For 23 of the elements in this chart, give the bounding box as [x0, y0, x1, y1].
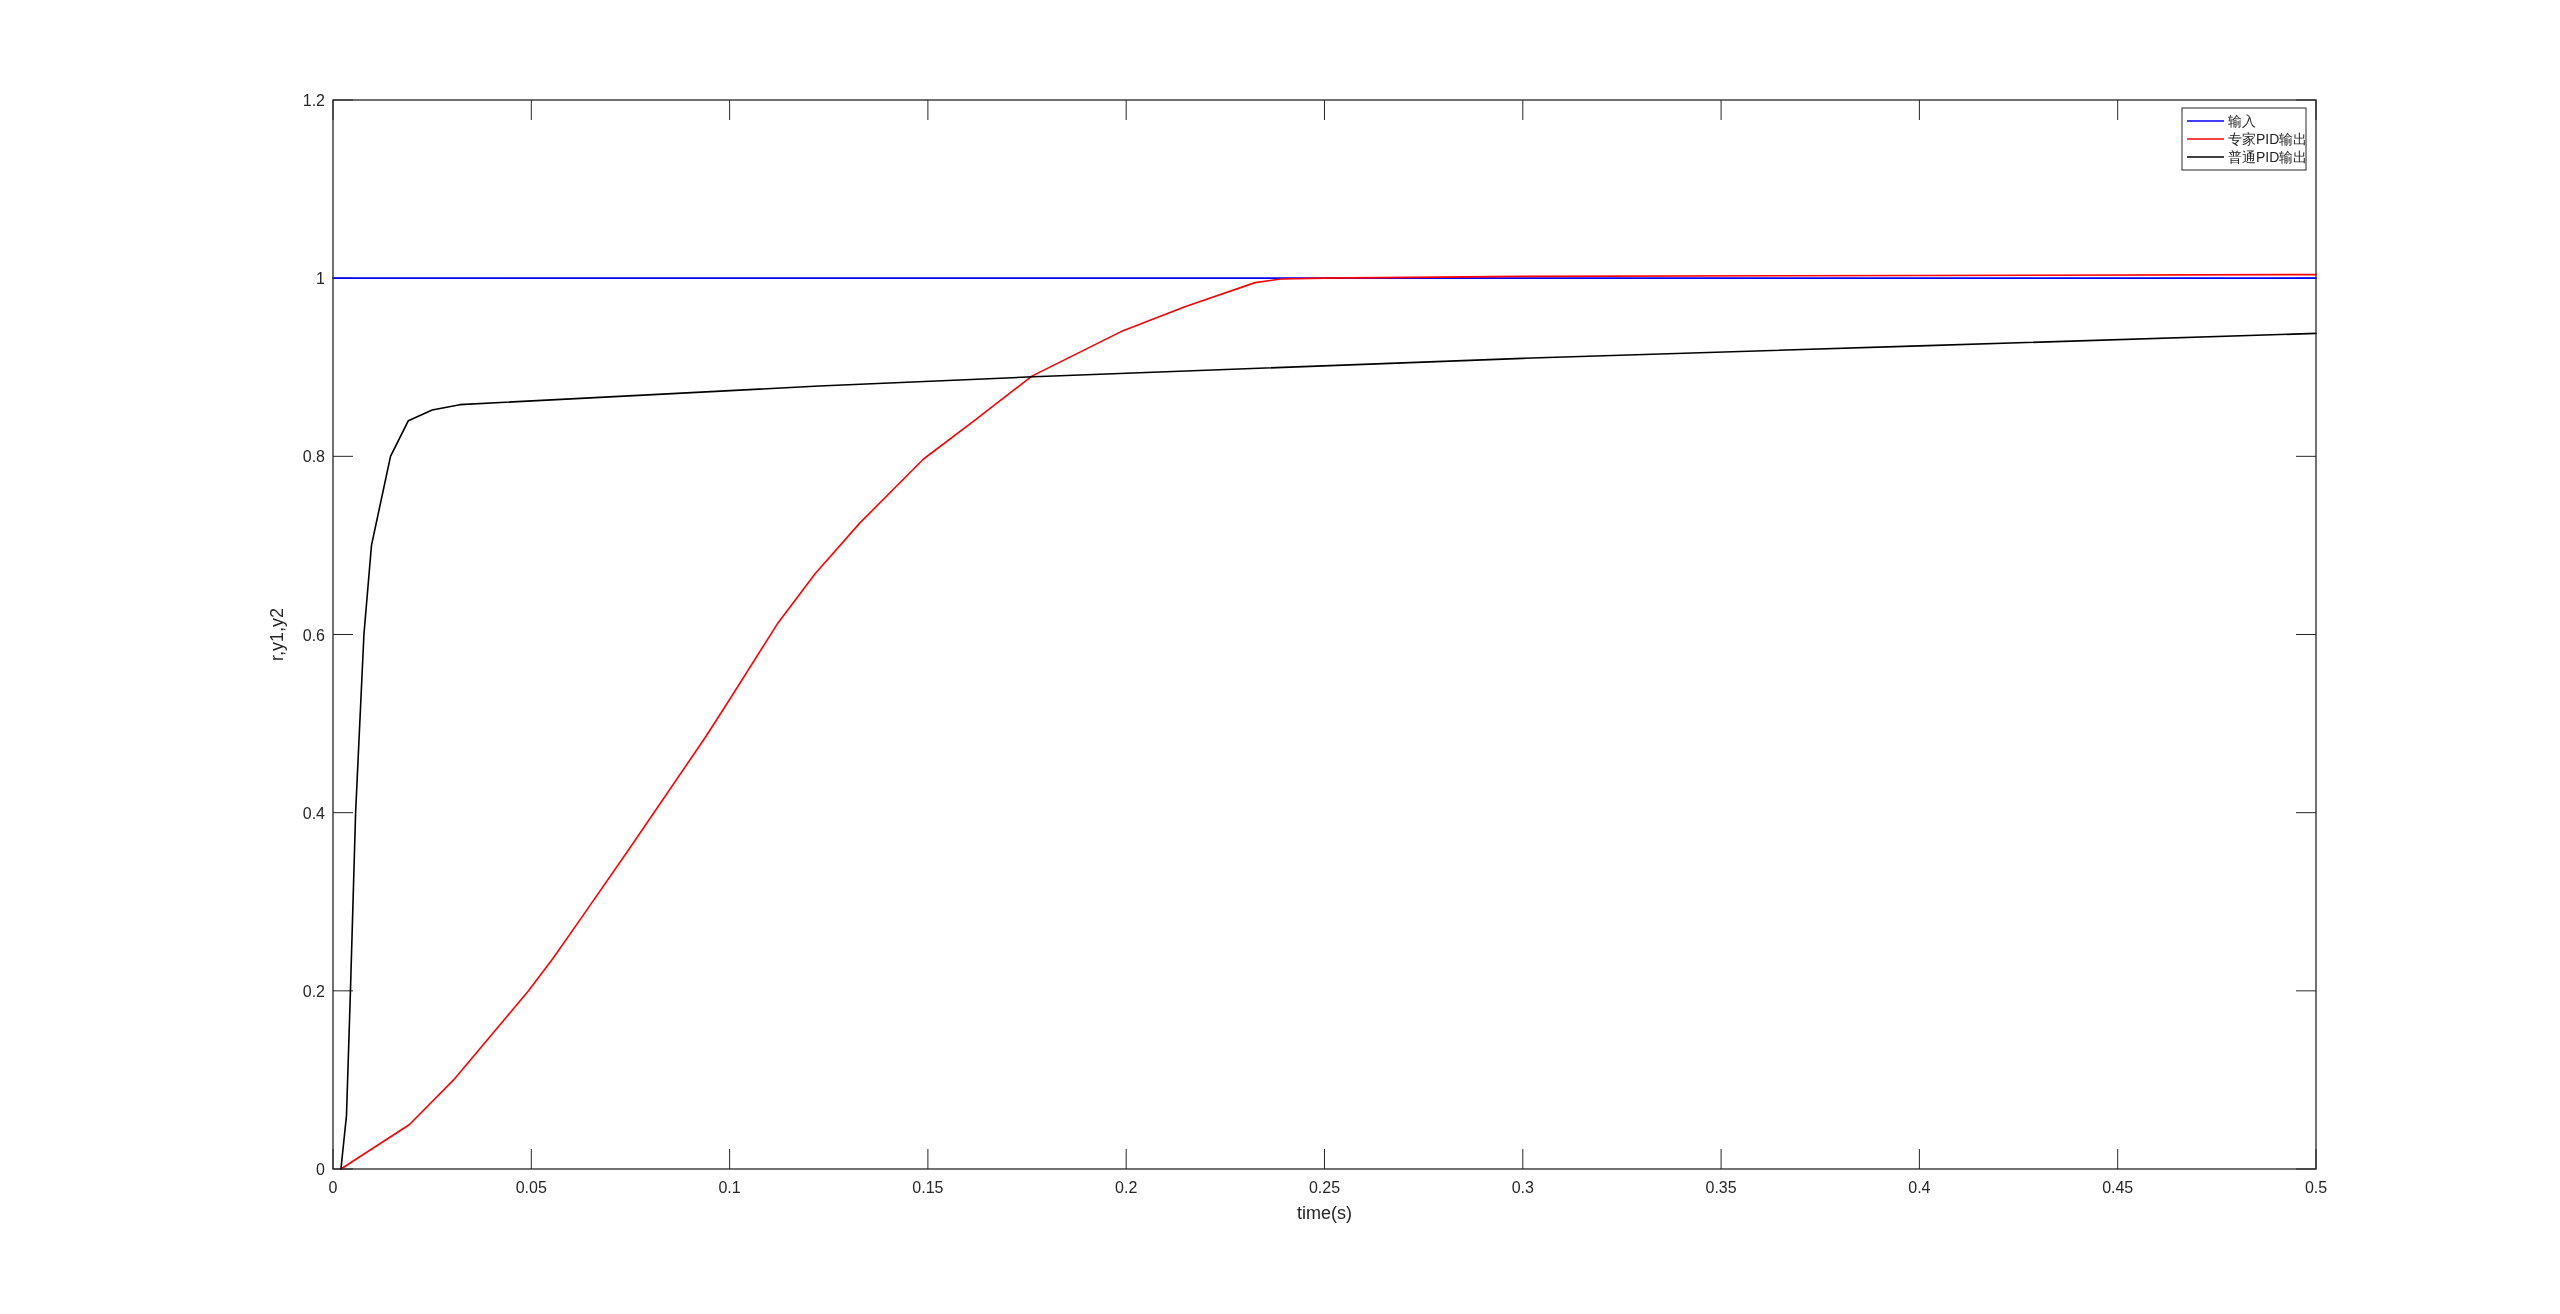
- legend-label: 输入: [2228, 113, 2256, 129]
- y-axis-title: r,y1,y2: [267, 607, 287, 662]
- x-axis-title: time(s): [1297, 1203, 1352, 1223]
- x-tick-label: 0.3: [1511, 1179, 1535, 1196]
- x-tick-label: 0: [328, 1179, 338, 1196]
- legend-label: 专家PID输出: [2228, 131, 2308, 147]
- x-tick-label: 0.1: [718, 1179, 741, 1196]
- x-tick-label: 0.45: [2102, 1179, 2134, 1196]
- x-tick-label: 0.4: [1908, 1179, 1931, 1196]
- x-tick-label: 0.5: [2304, 1179, 2328, 1196]
- y-tick-label: 0.4: [302, 804, 326, 822]
- y-tick-label: 0.2: [302, 982, 326, 1000]
- y-tick-label: 1: [316, 270, 326, 288]
- x-tick-label: 0.15: [912, 1179, 944, 1196]
- y-tick-label: 0.6: [302, 626, 326, 644]
- y-tick-label: 0.8: [302, 448, 326, 466]
- y-tick-label: 1.2: [302, 92, 326, 109]
- y-tick-label: 0: [316, 1161, 326, 1178]
- x-tick-label: 0.35: [1705, 1179, 1737, 1196]
- x-tick-label: 0.25: [1308, 1179, 1341, 1196]
- x-tick-label: 0.2: [1115, 1179, 1138, 1196]
- legend-label: 普通PID输出: [2228, 149, 2308, 165]
- x-tick-label: 0.05: [515, 1179, 547, 1196]
